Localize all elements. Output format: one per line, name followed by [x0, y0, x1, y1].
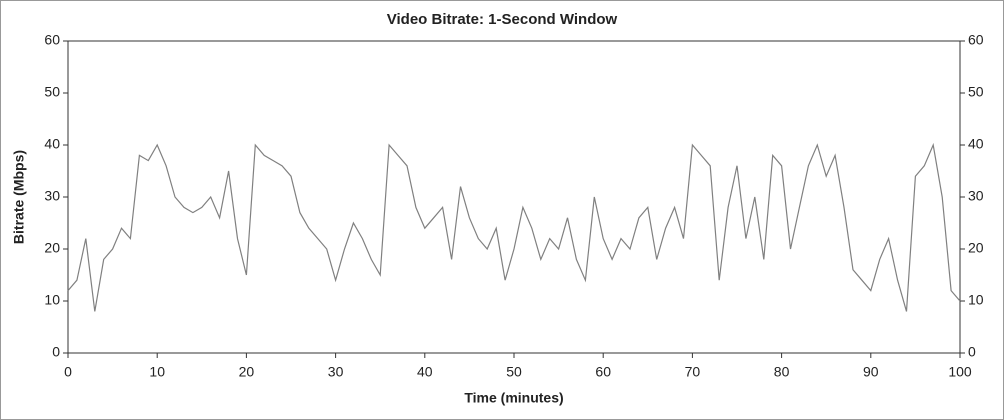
- data-line: [67, 142, 961, 312]
- chart-title: Video Bitrate: 1-Second Window: [387, 11, 618, 28]
- y-tick-label: 50: [44, 84, 60, 100]
- x-tick-label: 0: [64, 364, 72, 380]
- y2-tick-label: 50: [968, 84, 984, 100]
- x-tick-label: 10: [149, 364, 165, 380]
- x-tick-label: 50: [506, 364, 522, 380]
- x-tick-label: 60: [595, 364, 611, 380]
- y2-tick-label: 20: [968, 240, 984, 256]
- y2-tick-label: 10: [968, 292, 984, 308]
- plot-area: [67, 40, 961, 354]
- y-tick-label: 0: [52, 344, 60, 360]
- y-axis-title: Bitrate (Mbps): [11, 150, 27, 244]
- x-tick-label: 100: [948, 364, 972, 380]
- y2-tick-label: 0: [968, 344, 976, 360]
- x-tick-label: 80: [774, 364, 790, 380]
- y2-tick-label: 60: [968, 32, 984, 48]
- y-tick-label: 30: [44, 188, 60, 204]
- y-tick-label: 40: [44, 136, 60, 152]
- x-tick-label: 90: [863, 364, 879, 380]
- y2-tick-label: 40: [968, 136, 984, 152]
- x-tick-label: 70: [685, 364, 701, 380]
- y-tick-label: 60: [44, 32, 60, 48]
- y-tick-label: 10: [44, 292, 60, 308]
- x-tick-label: 30: [328, 364, 344, 380]
- y2-tick-label: 30: [968, 188, 984, 204]
- x-tick-label: 20: [239, 364, 255, 380]
- y-tick-label: 20: [44, 240, 60, 256]
- x-axis-title: Time (minutes): [464, 390, 563, 406]
- x-tick-label: 40: [417, 364, 433, 380]
